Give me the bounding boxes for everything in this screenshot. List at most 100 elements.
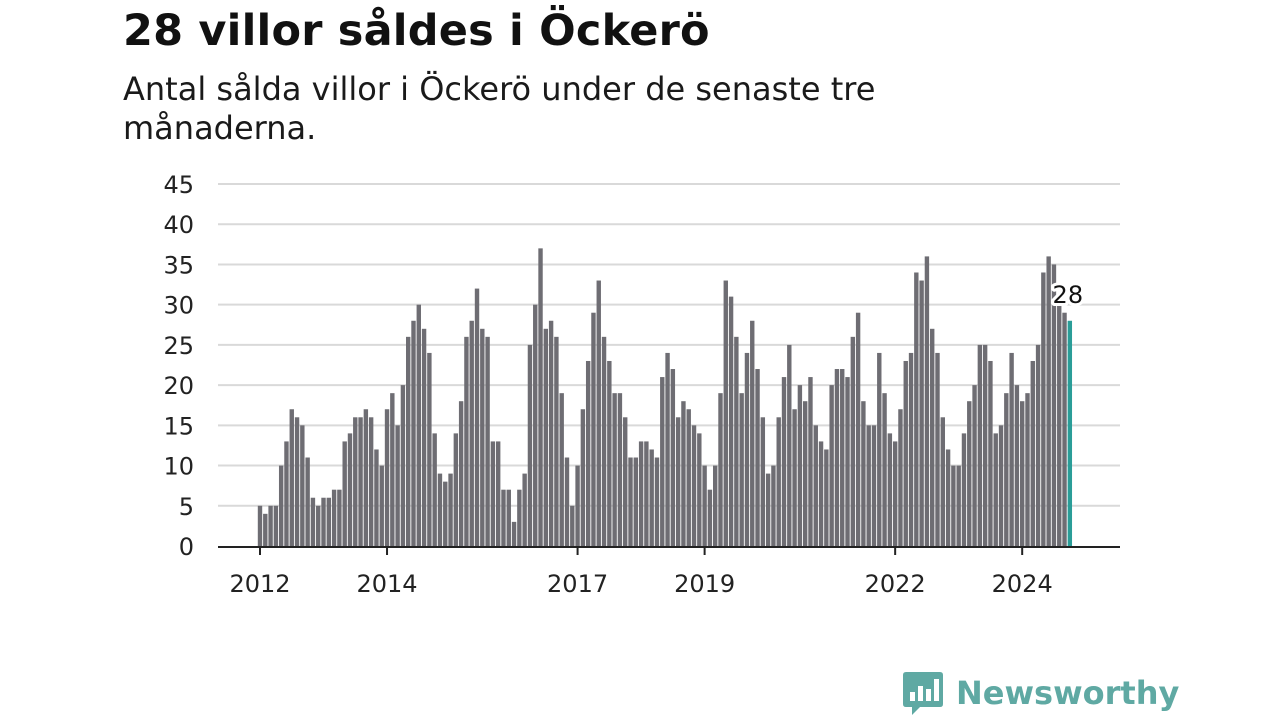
bar	[368, 417, 374, 546]
bar	[808, 377, 813, 546]
bar	[485, 336, 490, 546]
bar	[750, 320, 755, 546]
bar	[443, 481, 448, 546]
bar	[1035, 344, 1041, 546]
latest-value-label-halo: 28	[1053, 281, 1084, 309]
bar	[845, 377, 850, 546]
bar	[559, 393, 564, 546]
bar	[956, 465, 961, 546]
bar	[337, 489, 342, 546]
bar	[464, 336, 469, 546]
bar	[623, 417, 628, 546]
bar	[877, 352, 882, 546]
y-tick-label: 40	[163, 211, 194, 239]
bar	[776, 417, 781, 546]
bar	[617, 393, 623, 546]
bar	[458, 401, 464, 546]
bar	[924, 256, 930, 546]
bar	[982, 344, 988, 546]
bar	[903, 360, 908, 546]
bar	[702, 465, 707, 546]
bar	[543, 328, 549, 546]
bar	[1004, 393, 1009, 546]
bar	[638, 441, 644, 546]
bar	[331, 489, 337, 546]
bar	[892, 441, 898, 546]
chart-subtitle: Antal sålda villor i Öckerö under de sen…	[123, 70, 876, 147]
bar	[310, 497, 316, 546]
bar	[802, 401, 808, 546]
bar	[988, 360, 993, 546]
bar	[998, 425, 1004, 546]
bar	[406, 336, 411, 546]
bar	[427, 352, 432, 546]
brand-name: Newsworthy	[956, 674, 1180, 712]
bar	[316, 505, 321, 546]
bar	[760, 417, 766, 546]
y-tick-label: 20	[163, 372, 194, 400]
bar	[601, 336, 607, 546]
bar	[744, 352, 750, 546]
bar	[882, 393, 887, 546]
bar	[400, 385, 406, 546]
bar	[1057, 304, 1062, 546]
y-tick-label: 0	[179, 533, 194, 561]
bar	[1030, 360, 1035, 546]
bar	[781, 377, 787, 546]
bar	[675, 417, 681, 546]
bar	[506, 489, 511, 546]
bar	[961, 433, 967, 546]
x-tick-label: 2014	[356, 570, 417, 598]
bar	[564, 457, 570, 546]
bar	[665, 352, 670, 546]
bar	[570, 505, 575, 546]
bar	[416, 304, 421, 546]
bar	[273, 505, 279, 546]
bar	[390, 393, 395, 546]
bar	[448, 473, 453, 546]
bar	[612, 393, 617, 546]
bar	[1051, 264, 1057, 546]
bar	[527, 344, 533, 546]
x-tick-label: 2019	[674, 570, 735, 598]
bar	[411, 320, 416, 546]
bar	[585, 360, 591, 546]
bar	[284, 441, 289, 546]
bar	[474, 288, 480, 546]
bar	[919, 280, 924, 546]
bar	[263, 513, 268, 546]
y-tick-label: 15	[163, 412, 194, 440]
bar	[548, 320, 554, 546]
newsworthy-logo: Newsworthy	[902, 670, 1179, 716]
bar	[951, 465, 956, 546]
bar	[395, 425, 400, 546]
bar	[522, 473, 527, 546]
bar	[818, 441, 824, 546]
bar	[342, 441, 347, 546]
bar-latest	[1067, 320, 1073, 546]
x-tick-label: 2022	[865, 570, 926, 598]
bar	[490, 441, 496, 546]
x-tick-label: 2024	[992, 570, 1053, 598]
bar	[792, 409, 797, 546]
bar	[511, 521, 517, 546]
bar	[861, 401, 866, 546]
bar	[437, 473, 443, 546]
bar	[591, 312, 596, 546]
bar	[1062, 312, 1067, 546]
bar	[914, 272, 919, 546]
bar	[686, 409, 691, 546]
bar	[358, 417, 363, 546]
bar	[268, 505, 273, 546]
bar	[935, 352, 940, 546]
y-tick-label: 25	[163, 332, 194, 360]
bar	[649, 449, 654, 546]
bar	[294, 417, 300, 546]
bar	[533, 304, 538, 546]
bar	[575, 465, 580, 546]
bar	[855, 312, 861, 546]
bar	[967, 401, 972, 546]
bar	[930, 328, 935, 546]
bar	[453, 433, 459, 546]
